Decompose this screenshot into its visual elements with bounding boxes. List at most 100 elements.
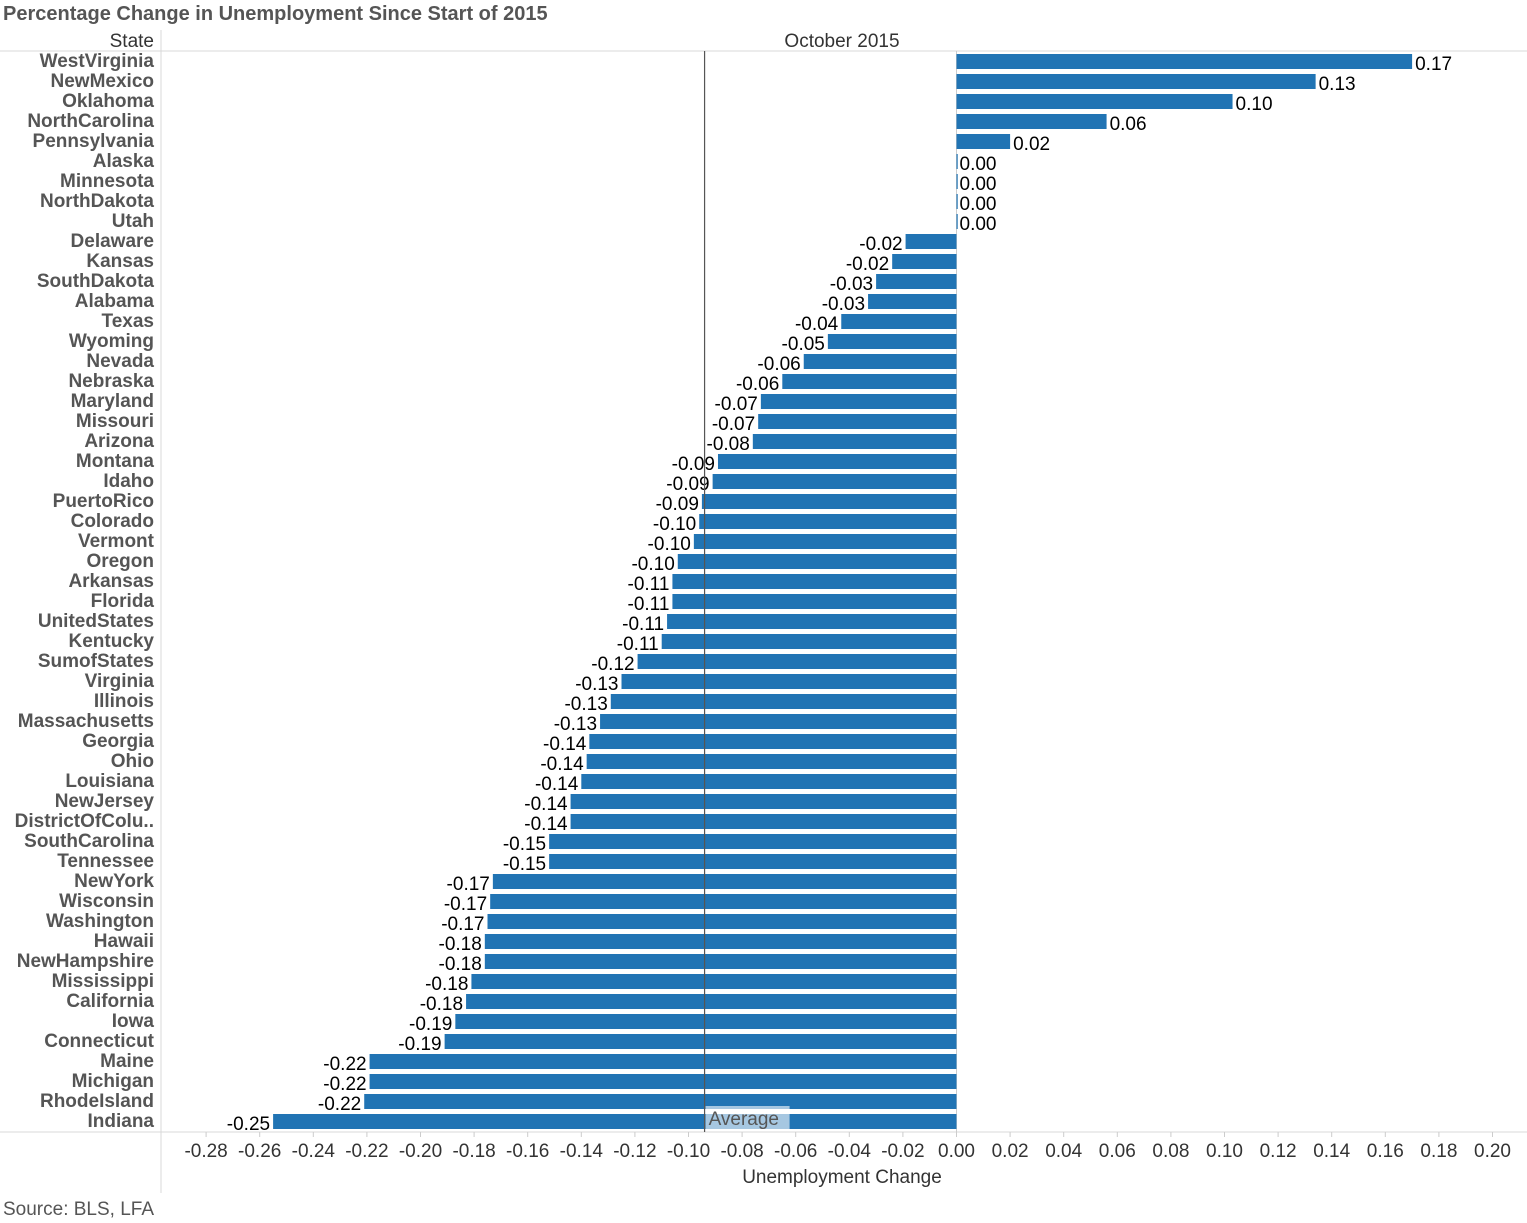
value-label: 0.13 bbox=[1319, 74, 1356, 95]
bar-minnesota bbox=[956, 174, 958, 189]
category-label: PuertoRico bbox=[53, 491, 154, 512]
bar-tennessee bbox=[549, 854, 957, 869]
value-label: -0.08 bbox=[707, 434, 750, 455]
value-label: -0.11 bbox=[628, 574, 670, 595]
column-header: October 2015 bbox=[784, 31, 899, 52]
x-tick-label: -0.10 bbox=[667, 1141, 710, 1162]
bar-southdakota bbox=[876, 274, 957, 289]
category-label: Mississippi bbox=[52, 971, 154, 992]
value-label: -0.22 bbox=[323, 1054, 366, 1075]
bar-arizona bbox=[752, 434, 957, 449]
category-label: Missouri bbox=[76, 411, 154, 432]
category-label: SumofStates bbox=[38, 651, 154, 672]
value-label: -0.03 bbox=[830, 274, 873, 295]
average-label: Average bbox=[709, 1109, 779, 1130]
bar-louisiana bbox=[581, 774, 957, 789]
value-label: -0.19 bbox=[398, 1034, 441, 1055]
bar-newhampshire bbox=[484, 954, 957, 969]
bar-utah bbox=[956, 214, 958, 229]
bar-alabama bbox=[868, 294, 957, 309]
x-tick-label: 0.02 bbox=[992, 1141, 1029, 1162]
x-tick-label: 0.18 bbox=[1420, 1141, 1457, 1162]
category-label: Georgia bbox=[82, 731, 154, 752]
bar-nebraska bbox=[782, 374, 957, 389]
value-label: -0.15 bbox=[503, 834, 546, 855]
category-label: Alaska bbox=[93, 151, 155, 172]
x-tick-label: 0.16 bbox=[1367, 1141, 1404, 1162]
value-label: -0.05 bbox=[782, 334, 825, 355]
value-label: 0.00 bbox=[960, 174, 997, 195]
value-label: -0.10 bbox=[653, 514, 696, 535]
value-label: -0.14 bbox=[535, 774, 579, 795]
category-label: Michigan bbox=[72, 1071, 154, 1092]
bar-nevada bbox=[803, 354, 957, 369]
x-tick-label: 0.10 bbox=[1206, 1141, 1243, 1162]
value-label: -0.17 bbox=[444, 894, 487, 915]
category-label: Oregon bbox=[86, 551, 154, 572]
x-tick-label: -0.04 bbox=[828, 1141, 872, 1162]
value-label: -0.18 bbox=[420, 994, 463, 1015]
category-label: Maryland bbox=[71, 391, 154, 412]
value-label: -0.12 bbox=[591, 654, 634, 675]
x-axis-ticks: -0.28 -0.26 -0.24 -0.22 -0.20 -0.18 -0.16 -0.14… bbox=[184, 1132, 1511, 1162]
category-label: Alabama bbox=[75, 291, 155, 312]
bar-kentucky bbox=[661, 634, 957, 649]
value-label: -0.09 bbox=[672, 454, 715, 475]
x-tick-label: -0.22 bbox=[345, 1141, 388, 1162]
bar-delaware bbox=[905, 234, 957, 249]
value-label: -0.10 bbox=[631, 554, 674, 575]
category-label: Wyoming bbox=[69, 331, 154, 352]
bar-idaho bbox=[712, 474, 957, 489]
category-label: SouthDakota bbox=[37, 271, 155, 292]
value-label: -0.11 bbox=[622, 614, 664, 635]
bar-newjersey bbox=[570, 794, 957, 809]
x-tick-label: -0.16 bbox=[506, 1141, 549, 1162]
value-label: -0.03 bbox=[822, 294, 865, 315]
bar-arkansas bbox=[672, 574, 957, 589]
value-label: -0.22 bbox=[318, 1094, 361, 1115]
value-label: -0.25 bbox=[227, 1114, 270, 1135]
category-label: NorthCarolina bbox=[27, 111, 154, 132]
category-label: NewMexico bbox=[51, 71, 154, 92]
bar-georgia bbox=[589, 734, 957, 749]
category-label: Delaware bbox=[71, 231, 154, 252]
bar-alaska bbox=[956, 154, 958, 169]
value-label: -0.13 bbox=[575, 674, 618, 695]
value-label: -0.04 bbox=[795, 314, 839, 335]
x-tick-label: -0.24 bbox=[292, 1141, 336, 1162]
bar-rhodeisland bbox=[364, 1094, 957, 1109]
category-label: Colorado bbox=[71, 511, 154, 532]
category-header: State bbox=[110, 31, 154, 52]
category-label: Minnesota bbox=[60, 171, 154, 192]
category-label: Tennessee bbox=[57, 851, 154, 872]
x-tick-label: -0.08 bbox=[720, 1141, 763, 1162]
value-labels: 0.170.130.100.060.020.000.000.000.00-0.0… bbox=[227, 54, 1452, 1135]
bar-vermont bbox=[693, 534, 957, 549]
category-label: DistrictOfColu.. bbox=[15, 811, 154, 832]
x-tick-label: 0.06 bbox=[1099, 1141, 1136, 1162]
bar-connecticut bbox=[444, 1034, 957, 1049]
category-label: Hawaii bbox=[94, 931, 154, 952]
bar-newyork bbox=[492, 874, 957, 889]
bar-ohio bbox=[586, 754, 957, 769]
bar-northcarolina bbox=[956, 114, 1107, 129]
value-label: -0.02 bbox=[846, 254, 889, 275]
category-label: Wisconsin bbox=[59, 891, 154, 912]
x-tick-label: 0.08 bbox=[1152, 1141, 1189, 1162]
x-tick-label: -0.18 bbox=[452, 1141, 495, 1162]
bars-group bbox=[273, 54, 1413, 1129]
category-label: Utah bbox=[112, 211, 154, 232]
category-label: Louisiana bbox=[65, 771, 154, 792]
x-tick-label: -0.14 bbox=[560, 1141, 604, 1162]
category-label: California bbox=[66, 991, 154, 1012]
category-label: Virginia bbox=[85, 671, 155, 692]
bar-unitedstates bbox=[667, 614, 957, 629]
value-label: -0.13 bbox=[554, 714, 597, 735]
value-label: -0.17 bbox=[441, 914, 484, 935]
value-label: -0.14 bbox=[524, 814, 568, 835]
category-label: Texas bbox=[102, 311, 154, 332]
value-label: -0.14 bbox=[524, 794, 568, 815]
category-label: Kentucky bbox=[68, 631, 154, 652]
category-label: Oklahoma bbox=[62, 91, 154, 112]
value-label: -0.06 bbox=[757, 354, 800, 375]
